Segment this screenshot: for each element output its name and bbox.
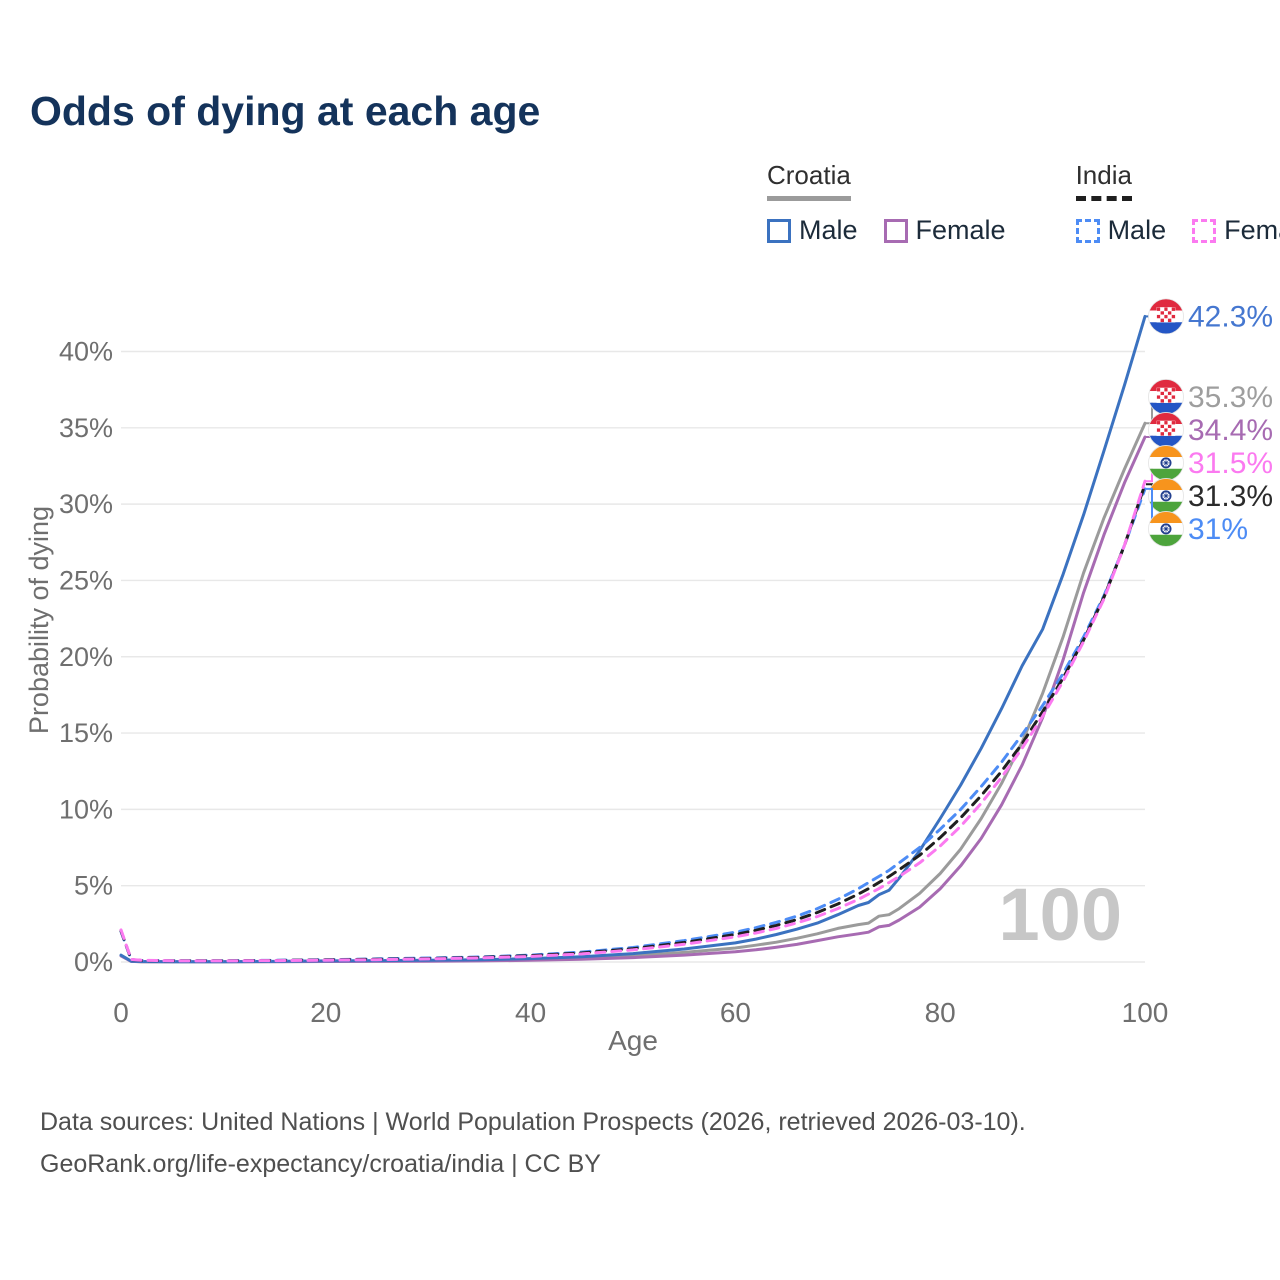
legend-item-label: Female	[1224, 215, 1280, 245]
x-tick-label: 100	[1122, 997, 1169, 1028]
end-value-label-croatia-male: 42.3%	[1188, 300, 1273, 333]
y-tick-label: 20%	[59, 642, 113, 672]
y-tick-label: 30%	[59, 489, 113, 519]
legend-country-india: India	[1075, 160, 1132, 201]
series-line-croatia-female[interactable]	[119, 435, 1147, 964]
india-flag-icon	[1148, 478, 1184, 514]
end-value-label-india-male: 31%	[1188, 513, 1248, 546]
india-flag-icon	[1148, 511, 1184, 547]
x-tick-label: 60	[720, 997, 751, 1028]
page-title: Odds of dying at each age	[30, 88, 541, 134]
legend-country-croatia: Croatia	[767, 160, 851, 201]
end-value-label-croatia: 35.3%	[1188, 381, 1273, 414]
y-tick-label: 40%	[59, 337, 113, 367]
y-tick-label: 25%	[59, 565, 113, 595]
legend-item-india-female[interactable]: Female	[1192, 215, 1280, 246]
legend-item-label: Male	[1107, 215, 1167, 245]
legend-item-india-male[interactable]: Male	[1075, 215, 1167, 246]
series-line-india[interactable]	[119, 482, 1147, 963]
croatia-flag-icon	[1148, 379, 1184, 415]
y-tick-label: 15%	[59, 718, 113, 748]
y-tick-label: 10%	[59, 794, 113, 824]
legend-item-croatia-male[interactable]: Male	[767, 215, 858, 246]
y-axis-title: Probability of dying	[24, 506, 54, 734]
y-tick-label: 0%	[74, 947, 113, 977]
attribution-link[interactable]: GeoRank.org/life-expectancy/croatia/indi…	[40, 1150, 601, 1178]
series-line-india-female[interactable]	[119, 479, 1147, 963]
legend-item-croatia-female[interactable]: Female	[883, 215, 1006, 246]
end-value-label-india: 31.3%	[1188, 480, 1273, 513]
watermark-age-100: 100	[999, 873, 1122, 956]
data-sources-text: Data sources: United Nations | World Pop…	[40, 1108, 1026, 1136]
x-tick-label: 0	[113, 997, 129, 1028]
end-value-label-india-female: 31.5%	[1188, 447, 1273, 480]
legend: Croatia Male Female India Male	[767, 160, 1280, 246]
legend-group-croatia: Croatia Male Female	[767, 160, 1006, 246]
y-tick-label: 5%	[74, 871, 113, 901]
x-tick-label: 20	[310, 997, 341, 1028]
end-value-label-croatia-female: 34.4%	[1188, 414, 1273, 447]
legend-item-label: Male	[799, 215, 858, 245]
croatia-flag-icon	[1148, 412, 1184, 448]
india-male-swatch-icon	[1075, 218, 1100, 243]
series-line-india-male[interactable]	[119, 487, 1147, 963]
x-tick-label: 80	[925, 997, 956, 1028]
series-line-croatia-male[interactable]	[119, 314, 1147, 964]
india-flag-icon	[1148, 445, 1184, 481]
legend-group-india: India Male Female	[1075, 160, 1280, 246]
x-tick-label: 40	[515, 997, 546, 1028]
india-female-swatch-icon	[1192, 218, 1217, 243]
croatia-male-swatch-icon	[767, 218, 791, 243]
legend-item-label: Female	[915, 215, 1006, 245]
x-axis-title: Age	[608, 1025, 658, 1056]
y-tick-label: 35%	[59, 413, 113, 443]
croatia-flag-icon	[1148, 298, 1184, 335]
croatia-female-swatch-icon	[883, 218, 908, 243]
